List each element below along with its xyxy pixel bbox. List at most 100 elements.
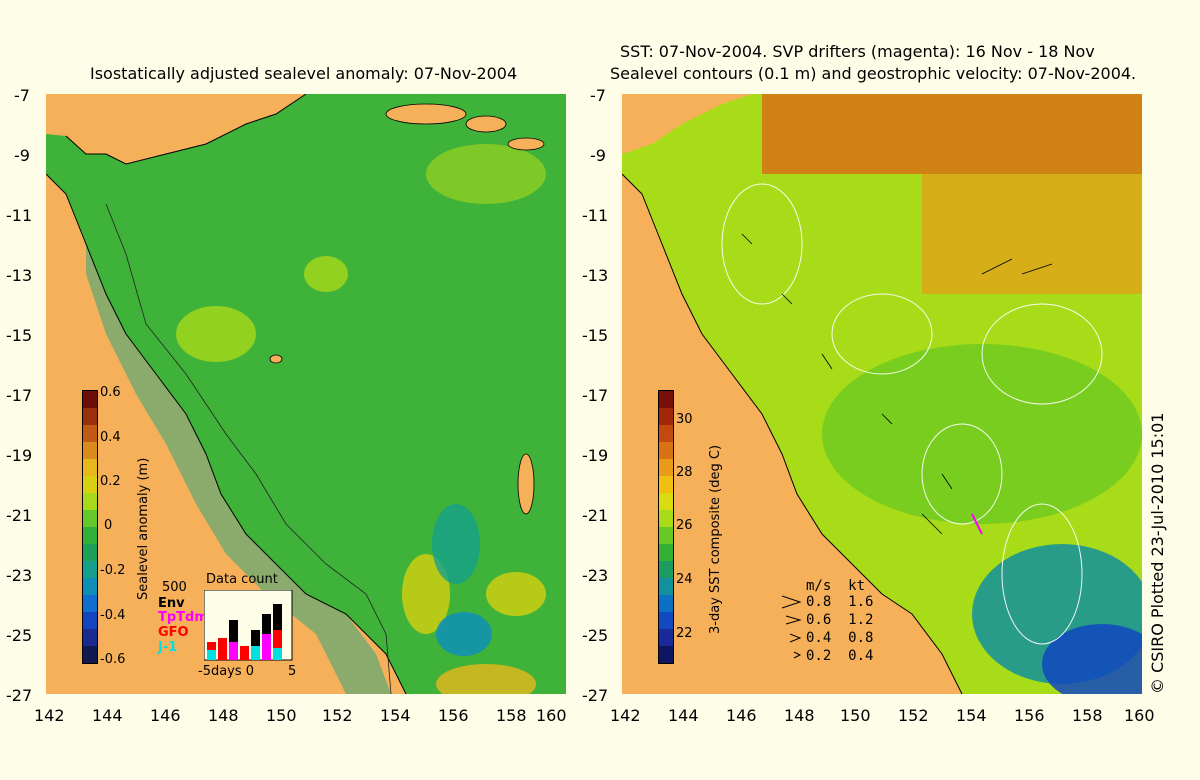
colorbar-tick: 28 — [676, 465, 693, 480]
colorbar-tick: -0.4 — [100, 608, 126, 623]
count-scale: 500 — [162, 580, 187, 595]
lat-tick: -13 — [582, 266, 609, 285]
lat-tick: -7 — [590, 86, 606, 105]
lat-tick: -19 — [582, 446, 609, 465]
lon-tick: 150 — [840, 706, 871, 725]
colorbar-tick: 30 — [676, 412, 693, 427]
colorbar-tick: -0.2 — [100, 563, 126, 578]
lon-tick: 150 — [266, 706, 297, 725]
lon-tick: 142 — [34, 706, 65, 725]
velocity-legend-row: 0.4 0.8 — [806, 630, 874, 646]
colorbar-tick: 24 — [676, 572, 693, 587]
lat-tick: -27 — [582, 686, 609, 705]
lat-tick: -17 — [6, 386, 33, 405]
lat-tick: -9 — [14, 146, 30, 165]
anomaly-high-1 — [176, 306, 256, 362]
lat-tick: -17 — [582, 386, 609, 405]
count-legend-tptdm: TpTdm — [158, 610, 208, 625]
lat-tick: -21 — [6, 506, 33, 525]
velocity-legend-arrows — [781, 595, 802, 659]
coastline-qld — [46, 173, 407, 694]
lon-tick: 160 — [536, 706, 567, 725]
lon-tick: 158 — [496, 706, 527, 725]
lon-tick: 148 — [208, 706, 239, 725]
right-panel-title-line2: Sealevel contours (0.1 m) and geostrophi… — [610, 64, 1137, 83]
sealevel-contours — [721, 183, 1103, 645]
lon-tick: 154 — [956, 706, 987, 725]
lon-tick: 144 — [92, 706, 123, 725]
velocity-legend-row: 0.2 0.4 — [806, 648, 874, 664]
colorbar-tick: 0 — [104, 518, 113, 533]
lat-tick: -23 — [582, 566, 609, 585]
colorbar-tick: 0.2 — [100, 474, 121, 489]
colorbar-tick: 0.6 — [100, 385, 121, 400]
lon-tick: 160 — [1124, 706, 1155, 725]
colorbar-tick: 26 — [676, 518, 693, 533]
velocity-legend-row: 0.6 1.2 — [806, 612, 874, 628]
right-panel-title-line1: SST: 07-Nov-2004. SVP drifters (magenta)… — [620, 42, 1095, 61]
sealevel-colorbar — [82, 390, 98, 664]
velocity-legend-row: 0.8 1.6 — [806, 594, 874, 610]
velocity-arrows — [741, 233, 1053, 535]
lon-tick: 142 — [610, 706, 641, 725]
anomaly-high-6 — [426, 144, 546, 204]
sst-colorbar-label: 3-day SST composite (deg C) — [708, 444, 723, 634]
island-group — [269, 103, 545, 515]
sst-warm-north — [762, 94, 1142, 174]
colorbar-tick: -0.6 — [100, 652, 126, 667]
count-legend-title: Data count — [206, 572, 278, 587]
sst-warm-northeast — [922, 174, 1142, 294]
sst-colorbar — [658, 390, 674, 664]
lon-tick: 156 — [438, 706, 469, 725]
lon-tick: 148 — [784, 706, 815, 725]
sealevel-colorbar-label: Sealevel anomaly (m) — [136, 457, 151, 600]
colorbar-tick: 0.4 — [100, 430, 121, 445]
lon-tick: 144 — [668, 706, 699, 725]
lon-tick: 156 — [1014, 706, 1045, 725]
sealevel-anomaly-map — [46, 94, 566, 694]
count-xaxis: -5days 0 — [198, 664, 255, 679]
lat-tick: -25 — [6, 626, 33, 645]
coastline-png — [65, 94, 307, 165]
lat-tick: -13 — [6, 266, 33, 285]
histogram-bars — [207, 604, 282, 660]
lon-tick: 146 — [726, 706, 757, 725]
velocity-legend-header: m/s kt — [806, 578, 866, 594]
left-panel-title: Isostatically adjusted sealevel anomaly:… — [90, 64, 518, 83]
anomaly-low-1 — [436, 612, 492, 656]
count-legend-gfo: GFO — [158, 625, 189, 640]
lat-tick: -23 — [6, 566, 33, 585]
copyright-text: © CSIRO Plotted 23-Jul-2010 15:01 — [1148, 412, 1167, 694]
sst-map-svg — [622, 94, 1142, 694]
anomaly-high-2 — [304, 256, 348, 292]
lat-tick: -11 — [6, 206, 33, 225]
lat-tick: -9 — [590, 146, 606, 165]
lat-tick: -21 — [582, 506, 609, 525]
lat-tick: -15 — [6, 326, 33, 345]
lat-tick: -15 — [582, 326, 609, 345]
sst-mid-region — [822, 344, 1142, 524]
lon-tick: 146 — [150, 706, 181, 725]
anomaly-high-3 — [402, 554, 450, 634]
lat-tick: -27 — [6, 686, 33, 705]
lat-tick: -7 — [14, 86, 30, 105]
lat-tick: -19 — [6, 446, 33, 465]
shelf-region — [86, 244, 391, 694]
lon-tick: 154 — [380, 706, 411, 725]
lat-tick: -11 — [582, 206, 609, 225]
drifter-track — [971, 513, 983, 535]
lon-tick: 152 — [898, 706, 929, 725]
lat-tick: -25 — [582, 626, 609, 645]
lon-tick: 158 — [1072, 706, 1103, 725]
count-xaxis-end: 5 — [288, 664, 297, 679]
sealevel-map-svg — [46, 94, 566, 694]
coastline-qld — [622, 173, 963, 694]
sst-map — [622, 94, 1142, 694]
anomaly-high-5 — [436, 664, 536, 694]
colorbar-tick: 22 — [676, 626, 693, 641]
anomaly-high-4 — [486, 572, 546, 616]
bathymetry-contour — [105, 203, 392, 694]
anomaly-low-2 — [432, 504, 480, 584]
count-legend-env: Env — [158, 596, 185, 611]
count-legend-j1: J-1 — [158, 640, 178, 655]
